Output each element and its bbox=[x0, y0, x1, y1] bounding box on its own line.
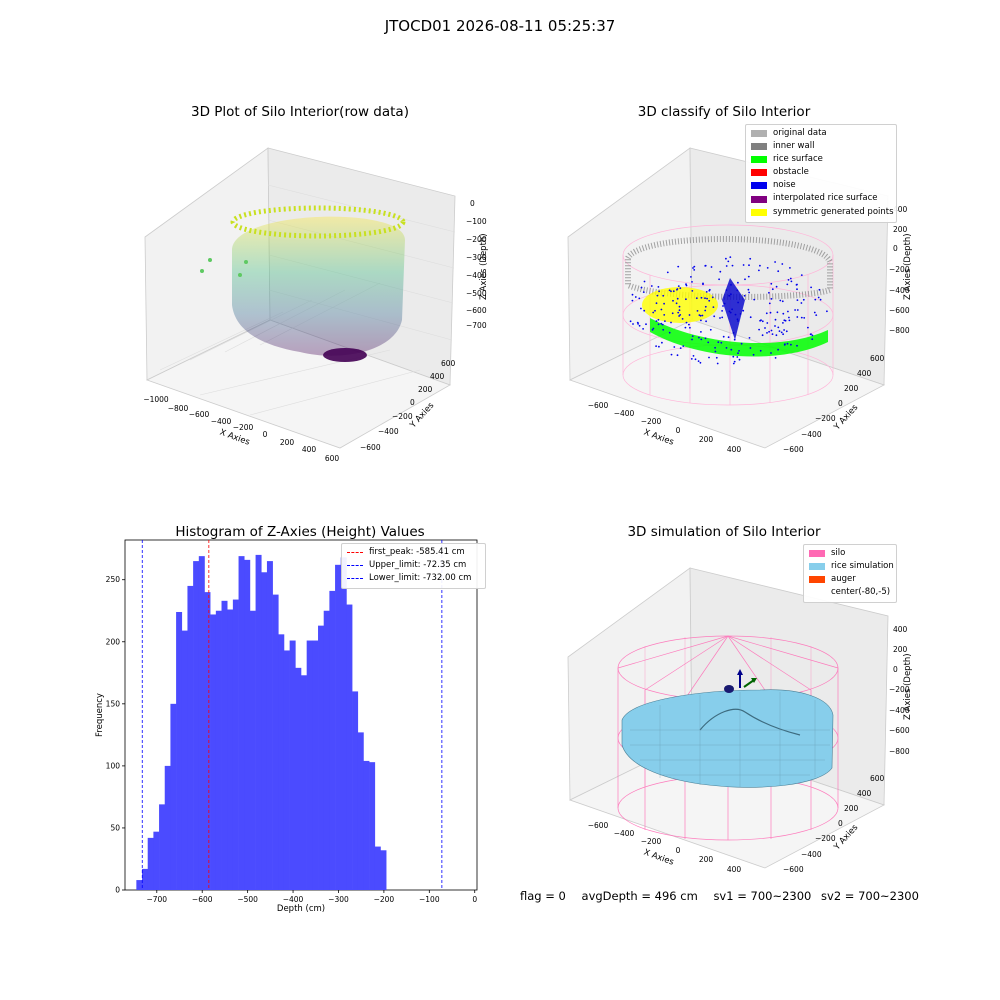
legend-swatch bbox=[751, 195, 767, 203]
legend-item: Lower_limit: -732.00 cm bbox=[347, 572, 480, 585]
legend-swatch bbox=[809, 576, 825, 584]
raw-ytick: −600 bbox=[360, 443, 381, 452]
raw-ytick: 600 bbox=[441, 359, 456, 368]
legend-item: auger bbox=[809, 573, 891, 586]
figure-title: JTOCD01 2026-08-11 05:25:37 bbox=[384, 17, 616, 35]
raw-xtick: −600 bbox=[189, 410, 210, 419]
legend-swatch bbox=[751, 156, 767, 164]
legend-label: inner wall bbox=[773, 141, 815, 152]
raw-xtick: 400 bbox=[302, 445, 317, 454]
flag-value: flag = 0 bbox=[520, 889, 566, 903]
raw-ztick: −100 bbox=[466, 217, 487, 226]
legend-line-blue bbox=[347, 565, 363, 567]
legend-item: first_peak: -585.41 cm bbox=[347, 546, 480, 559]
raw-ytick: 0 bbox=[410, 398, 415, 407]
legend-item: rice surface bbox=[751, 153, 891, 166]
raw-ytick: −200 bbox=[392, 412, 413, 421]
raw-zlabel: Z Axies (Depth) bbox=[479, 233, 489, 300]
legend-item: original data bbox=[751, 127, 891, 140]
legend-swatch bbox=[751, 130, 767, 138]
raw-ztick: −200 bbox=[466, 235, 487, 244]
legend-label: Upper_limit: -72.35 cm bbox=[369, 560, 467, 571]
raw-point-cloud bbox=[200, 205, 406, 362]
raw-xtick: −400 bbox=[211, 417, 232, 426]
legend-label: auger bbox=[831, 574, 856, 585]
legend-item: Upper_limit: -72.35 cm bbox=[347, 559, 480, 572]
legend-label: interpolated rice surface bbox=[773, 193, 878, 204]
raw-ytick: 200 bbox=[418, 385, 433, 394]
legend-label: rice simulation bbox=[831, 561, 894, 572]
legend-label: original data bbox=[773, 128, 827, 138]
raw-xtick: −800 bbox=[168, 404, 189, 413]
histogram-panel-title: Histogram of Z-Axies (Height) Values bbox=[175, 524, 425, 540]
legend-swatch bbox=[751, 143, 767, 151]
simulation-legend: silo rice simulation auger center(-80,-5… bbox=[803, 544, 897, 604]
legend-item: silo bbox=[809, 547, 891, 560]
legend-line-red bbox=[347, 552, 363, 554]
legend-label: noise bbox=[773, 180, 796, 191]
raw-xtick: −200 bbox=[233, 423, 254, 432]
legend-item: obstacle bbox=[751, 166, 891, 179]
raw-axis-ticks: −1000 −800 −600 −400 −200 0 200 400 600 … bbox=[143, 199, 489, 463]
simulation-panel-title: 3D simulation of Silo Interior bbox=[627, 524, 821, 540]
legend-label: silo bbox=[831, 548, 846, 558]
legend-label: obstacle bbox=[773, 167, 809, 178]
classify-panel-title: 3D classify of Silo Interior bbox=[637, 104, 811, 120]
legend-swatch bbox=[751, 208, 767, 216]
histogram-legend: first_peak: -585.41 cm Upper_limit: -72.… bbox=[341, 543, 486, 590]
raw-ytick: 400 bbox=[430, 372, 445, 381]
raw-xtick: 200 bbox=[280, 438, 295, 447]
legend-item: rice simulation bbox=[809, 560, 894, 573]
raw-ytick: −400 bbox=[378, 427, 399, 436]
avg-depth-value: avgDepth = 496 cm bbox=[581, 889, 698, 903]
legend-swatch bbox=[809, 589, 825, 596]
status-line: flag = 0 avgDepth = 496 cm sv1 = 700~230… bbox=[520, 889, 931, 903]
legend-swatch bbox=[809, 550, 825, 558]
raw-xtick: 600 bbox=[325, 454, 340, 463]
raw-xtick: −1000 bbox=[143, 395, 169, 404]
classify-legend: original data inner wall rice surface ob… bbox=[745, 124, 897, 223]
raw-panel-title: 3D Plot of Silo Interior(row data) bbox=[191, 104, 409, 120]
legend-label: rice surface bbox=[773, 154, 823, 165]
raw-xtick: 0 bbox=[263, 430, 268, 439]
legend-item: inner wall bbox=[751, 140, 891, 153]
legend-label: Lower_limit: -732.00 cm bbox=[369, 573, 472, 584]
raw-ztick: −700 bbox=[466, 321, 487, 330]
legend-swatch bbox=[809, 563, 825, 571]
sv1-value: sv1 = 700~2300 bbox=[713, 889, 812, 903]
legend-item: center(-80,-5) bbox=[809, 586, 891, 599]
legend-item: interpolated rice surface bbox=[751, 192, 891, 205]
legend-line-blue bbox=[347, 578, 363, 580]
raw-ztick: −300 bbox=[466, 253, 487, 262]
legend-label: first_peak: -585.41 cm bbox=[369, 547, 465, 557]
raw-ztick: −500 bbox=[466, 289, 487, 298]
legend-swatch bbox=[751, 182, 767, 190]
legend-label: center(-80,-5) bbox=[831, 587, 891, 598]
raw-ztick: −600 bbox=[466, 306, 487, 315]
legend-label: symmetric generated points bbox=[773, 206, 894, 217]
legend-swatch bbox=[751, 169, 767, 177]
raw-ztick: −400 bbox=[466, 271, 487, 280]
sv2-value: sv2 = 700~2300 bbox=[821, 889, 919, 903]
legend-item: noise bbox=[751, 179, 891, 192]
legend-item: symmetric generated points bbox=[751, 206, 894, 219]
raw-ztick: 0 bbox=[470, 199, 475, 208]
